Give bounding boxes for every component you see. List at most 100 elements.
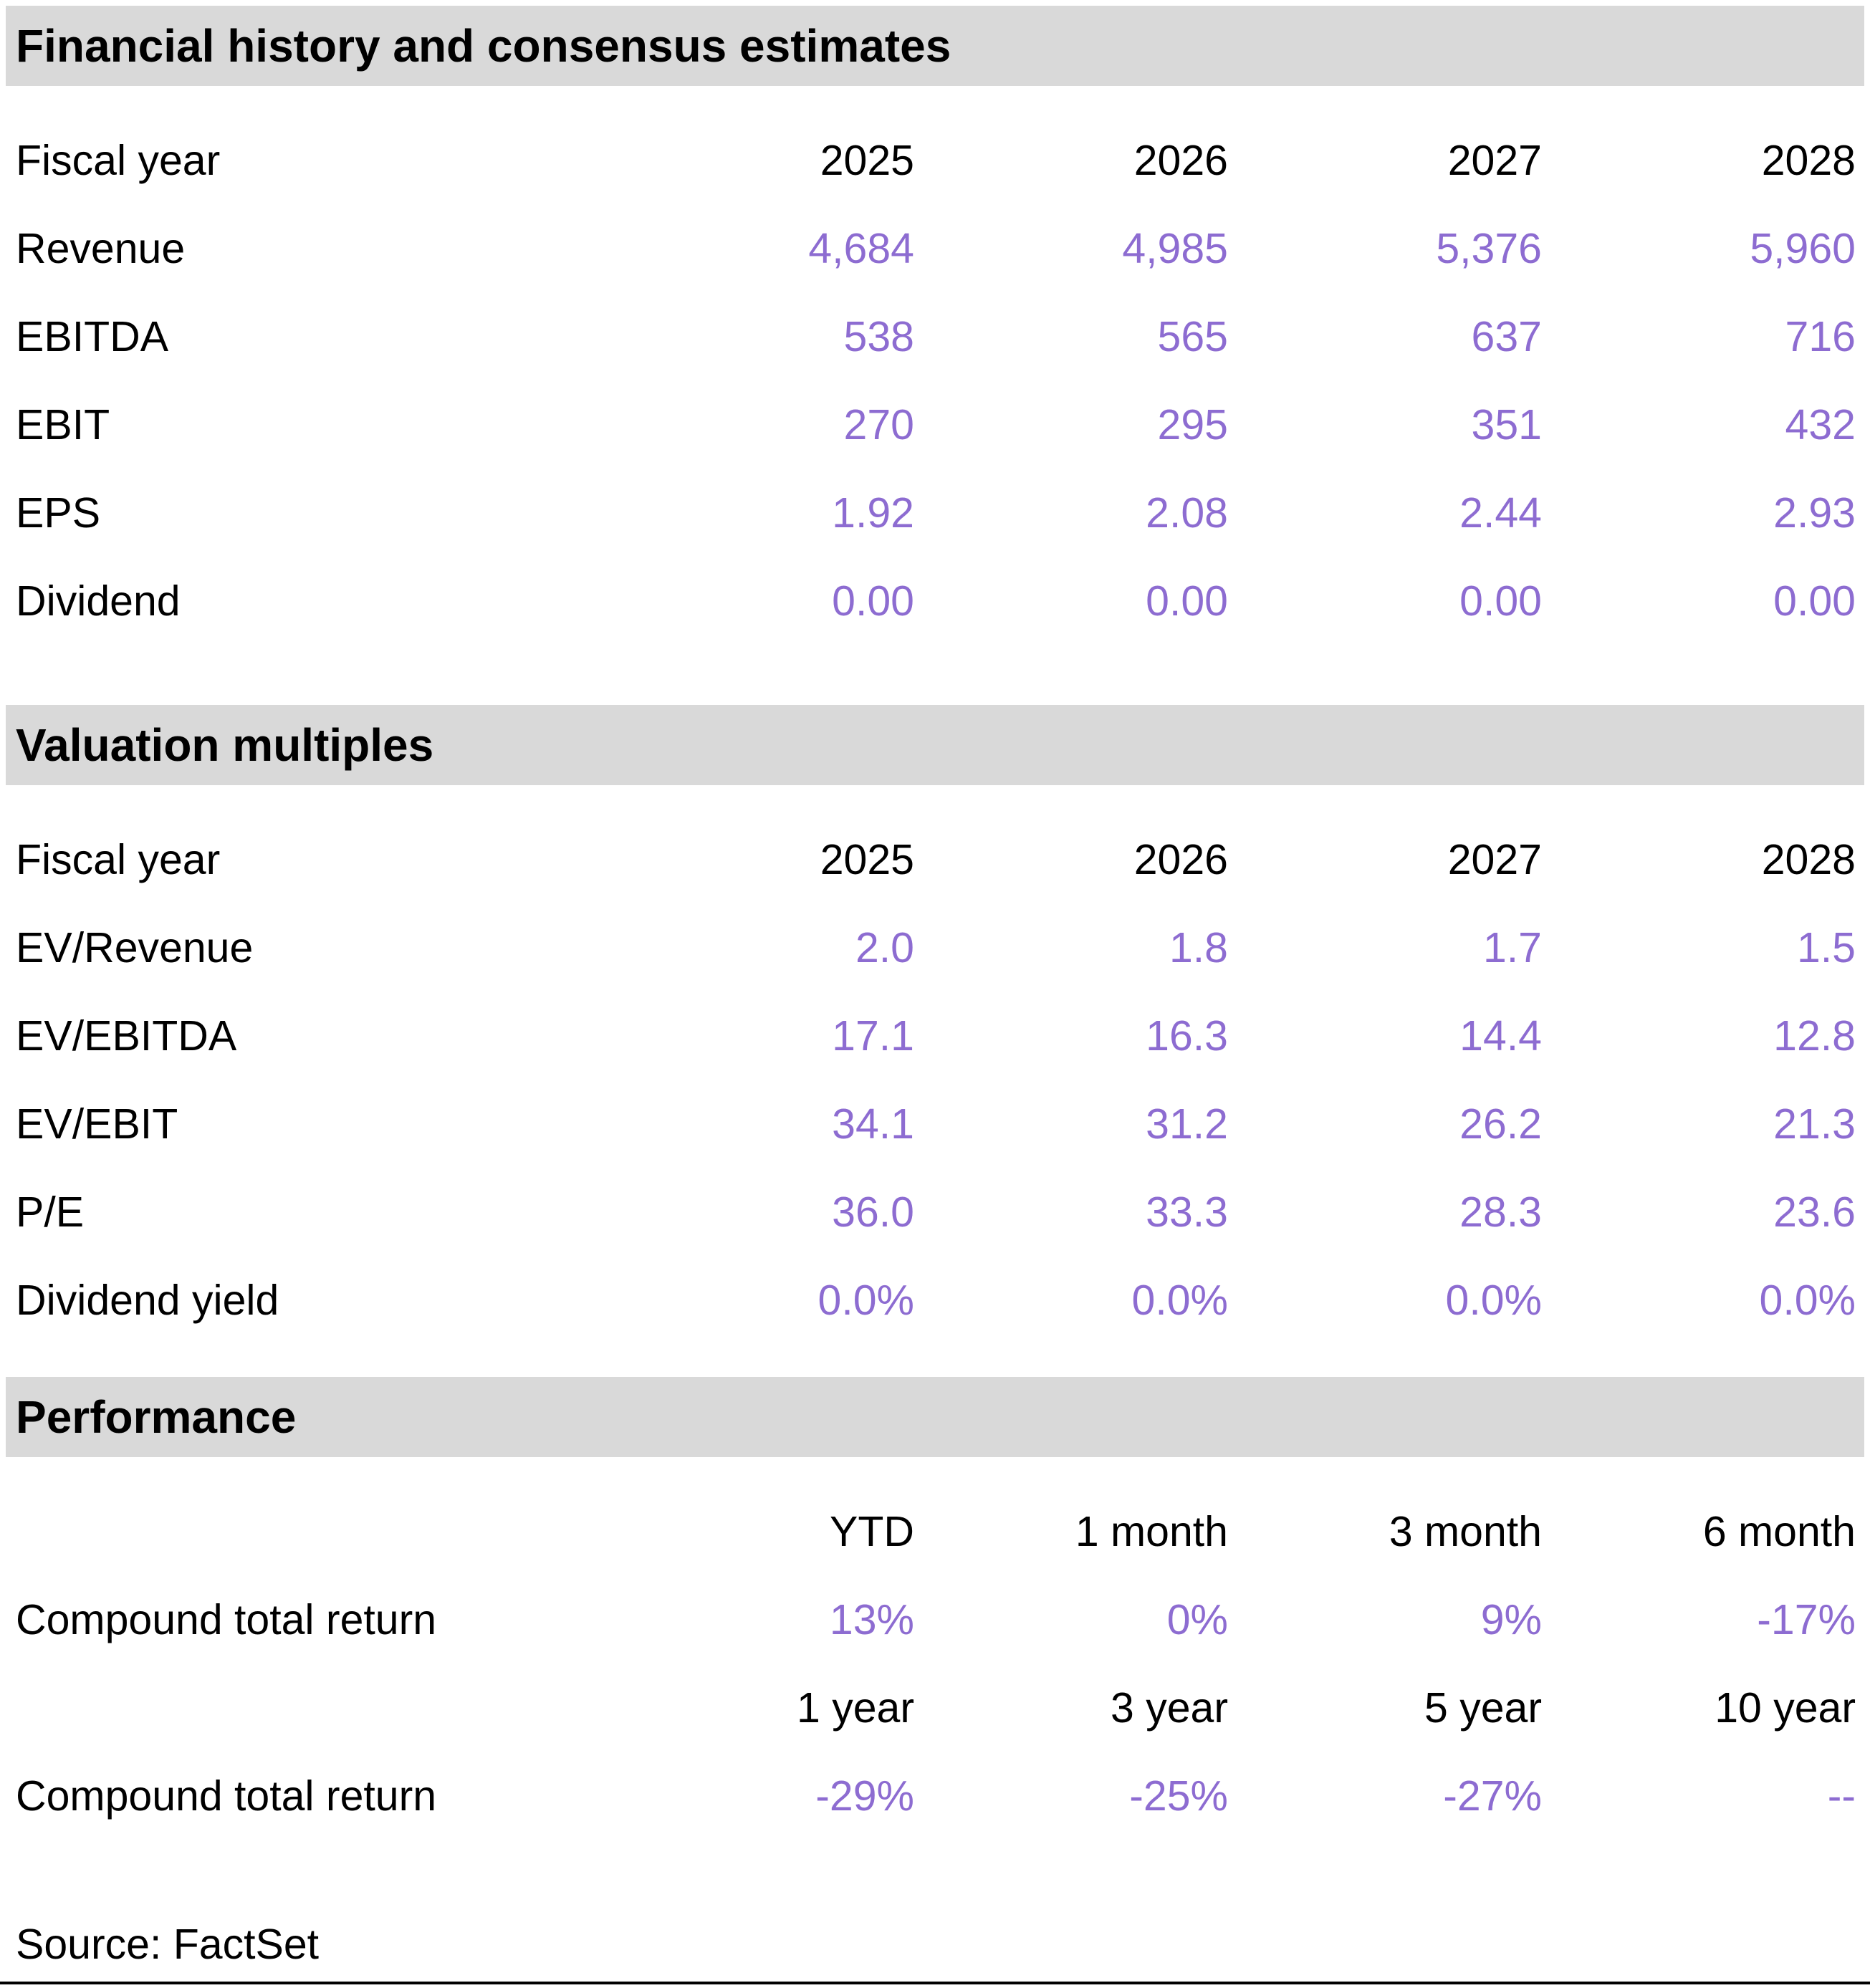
value-cell: 0.00 (832, 577, 914, 625)
row-label: Compound total return (16, 1595, 437, 1643)
value-cell: -25% (1129, 1772, 1228, 1820)
table-row: EBIT 270 295 351 432 (6, 380, 1864, 469)
table-header-row: YTD 1 month 3 month 6 month (6, 1487, 1864, 1575)
value-cell: 0.00 (1146, 577, 1228, 625)
value-cell: 0.0% (1445, 1276, 1542, 1324)
performance-table: YTD 1 month 3 month 6 month Compound tot… (6, 1487, 1864, 1840)
value-cell: 2.44 (1459, 489, 1542, 537)
value-cell: 36.0 (832, 1188, 914, 1236)
value-cell: 295 (1157, 400, 1228, 448)
value-cell: 28.3 (1459, 1188, 1542, 1236)
value-cell: 5,376 (1436, 224, 1542, 272)
row-label: Dividend (16, 577, 181, 625)
value-cell: 31.2 (1146, 1100, 1228, 1148)
value-cell: 26.2 (1459, 1100, 1542, 1148)
period-column-header: YTD (830, 1507, 914, 1555)
value-cell: 12.8 (1773, 1012, 1856, 1060)
value-cell: -- (1827, 1772, 1856, 1820)
value-cell: 4,684 (808, 224, 914, 272)
value-cell: -27% (1443, 1772, 1542, 1820)
row-label: EBIT (16, 400, 110, 448)
year-column-header: 2025 (820, 835, 914, 883)
row-label: Revenue (16, 224, 186, 272)
table-header-row: 1 year 3 year 5 year 10 year (6, 1663, 1864, 1752)
value-cell: 565 (1157, 312, 1228, 360)
year-column-header: 2028 (1761, 835, 1856, 883)
year-column-header: 2025 (820, 136, 914, 184)
value-cell: 14.4 (1459, 1012, 1542, 1060)
row-label (6, 1487, 609, 1575)
value-cell: 2.93 (1773, 489, 1856, 537)
row-label (6, 1663, 609, 1752)
value-cell: -17% (1757, 1595, 1856, 1643)
row-label: EV/EBITDA (16, 1012, 237, 1060)
value-cell: 9% (1480, 1595, 1542, 1643)
value-cell: 0% (1166, 1595, 1228, 1643)
value-cell: 21.3 (1773, 1100, 1856, 1148)
value-cell: 1.8 (1169, 923, 1228, 971)
value-cell: 637 (1471, 312, 1542, 360)
year-column-header: 2028 (1761, 136, 1856, 184)
value-cell: 33.3 (1146, 1188, 1228, 1236)
row-label: EV/Revenue (16, 923, 254, 971)
value-cell: 2.08 (1146, 489, 1228, 537)
period-column-header: 6 month (1702, 1507, 1856, 1555)
value-cell: 538 (843, 312, 914, 360)
value-cell: 23.6 (1773, 1188, 1856, 1236)
row-label: Dividend yield (16, 1276, 279, 1324)
section-title: Valuation multiples (16, 719, 434, 771)
row-label: EPS (16, 489, 101, 537)
section-title: Performance (16, 1391, 297, 1443)
table-row: Revenue 4,684 4,985 5,376 5,960 (6, 204, 1864, 292)
table-row: Dividend 0.00 0.00 0.00 0.00 (6, 557, 1864, 645)
table-row: EV/EBIT 34.1 31.2 26.2 21.3 (6, 1080, 1864, 1168)
row-label: P/E (16, 1188, 85, 1236)
period-column-header: 5 year (1424, 1684, 1542, 1732)
value-cell: 5,960 (1750, 224, 1856, 272)
value-cell: 0.0% (817, 1276, 914, 1324)
value-cell: 0.0% (1131, 1276, 1228, 1324)
value-cell: -29% (815, 1772, 914, 1820)
value-cell: 0.0% (1759, 1276, 1856, 1324)
table-row: EPS 1.92 2.08 2.44 2.93 (6, 469, 1864, 557)
value-cell: 716 (1785, 312, 1856, 360)
value-cell: 270 (843, 400, 914, 448)
fiscal-year-label: Fiscal year (16, 835, 221, 883)
period-column-header: 3 year (1111, 1684, 1228, 1732)
value-cell: 1.92 (832, 489, 914, 537)
period-column-header: 1 month (1075, 1507, 1228, 1555)
row-label: EBITDA (16, 312, 169, 360)
year-column-header: 2026 (1133, 835, 1228, 883)
table-row: Compound total return 13% 0% 9% -17% (6, 1575, 1864, 1663)
section-title: Financial history and consensus estimate… (16, 20, 951, 72)
table-row: EBITDA 538 565 637 716 (6, 292, 1864, 380)
value-cell: 351 (1471, 400, 1542, 448)
source-note: Source: FactSet (16, 1921, 320, 1968)
row-label: EV/EBIT (16, 1100, 178, 1148)
table-header-row: Fiscal year 2025 2026 2027 2028 (6, 815, 1864, 903)
financial-history-table: Fiscal year 2025 2026 2027 2028 Revenue … (6, 116, 1864, 645)
year-column-header: 2027 (1447, 136, 1542, 184)
value-cell: 16.3 (1146, 1012, 1228, 1060)
period-column-header: 1 year (797, 1684, 914, 1732)
period-column-header: 10 year (1715, 1684, 1856, 1732)
section-header-valuation-multiples: Valuation multiples (6, 705, 1864, 785)
section-header-performance: Performance (6, 1377, 1864, 1457)
table-row: Compound total return -29% -25% -27% -- (6, 1752, 1864, 1840)
fiscal-year-label: Fiscal year (16, 136, 221, 184)
value-cell: 34.1 (832, 1100, 914, 1148)
section-header-financial-history: Financial history and consensus estimate… (6, 6, 1864, 86)
value-cell: 2.0 (855, 923, 914, 971)
value-cell: 1.7 (1482, 923, 1542, 971)
value-cell: 1.5 (1796, 923, 1856, 971)
table-row: EV/EBITDA 17.1 16.3 14.4 12.8 (6, 991, 1864, 1080)
bottom-border (0, 1982, 1870, 1984)
value-cell: 17.1 (832, 1012, 914, 1060)
value-cell: 432 (1785, 400, 1856, 448)
year-column-header: 2027 (1447, 835, 1542, 883)
value-cell: 4,985 (1122, 224, 1228, 272)
table-row: EV/Revenue 2.0 1.8 1.7 1.5 (6, 903, 1864, 991)
value-cell: 0.00 (1773, 577, 1856, 625)
row-label: Compound total return (16, 1772, 437, 1820)
